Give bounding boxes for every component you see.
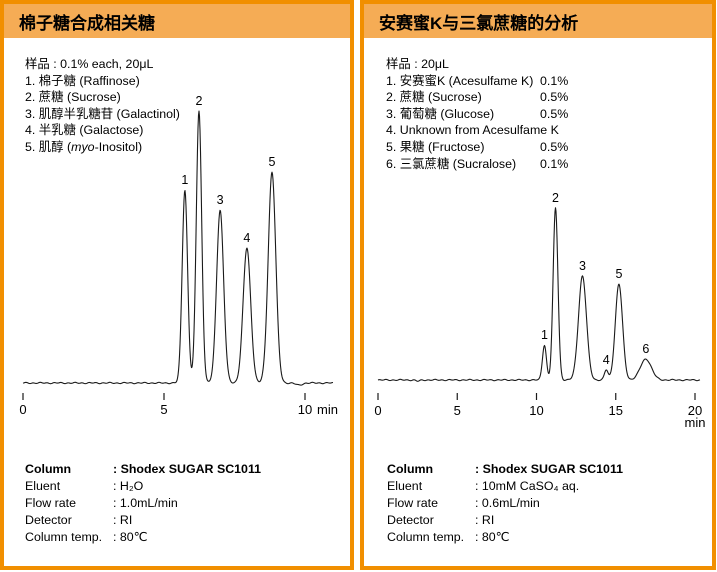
condition-value: : 80℃ xyxy=(113,529,148,544)
condition-value: : 1.0mL/min xyxy=(113,495,178,510)
condition-row: Detector : RI xyxy=(25,512,261,529)
svg-text:4: 4 xyxy=(243,231,250,245)
panel-header-band: 安赛蜜K与三氯蔗糖的分析 xyxy=(364,4,712,38)
sample-line-text: 5. 果糖 (Fructose) xyxy=(386,139,485,154)
sample-header: 样品 : 20μL xyxy=(386,57,449,71)
condition-label: Column temp. xyxy=(25,529,103,544)
condition-row: Column : Shodex SUGAR SC1011 xyxy=(25,461,261,478)
sample-line: 5. 肌醇 (myo-Inositol) xyxy=(25,139,180,156)
svg-text:3: 3 xyxy=(217,193,224,207)
svg-text:4: 4 xyxy=(603,353,610,367)
condition-label: Flow rate xyxy=(387,495,438,510)
svg-text:10: 10 xyxy=(298,402,312,417)
sample-line-pct: 0.5% xyxy=(540,139,569,154)
condition-label: Detector xyxy=(387,512,434,527)
svg-text:1: 1 xyxy=(541,328,548,342)
condition-row: Column temp. : 80℃ xyxy=(387,529,623,546)
sample-line: 1. 棉子糖 (Raffinose) xyxy=(25,73,140,88)
condition-row: Column temp. : 80℃ xyxy=(25,529,261,546)
svg-text:15: 15 xyxy=(609,403,623,418)
condition-row: Eluent : H₂O xyxy=(25,478,261,495)
chromatogram-raffinose: 0 5 10 min 1 2 3 4 5 xyxy=(19,94,338,417)
condition-label: Eluent xyxy=(387,478,423,493)
sample-line-text: 5. 肌醇 ( xyxy=(25,139,72,154)
condition-value: : RI xyxy=(475,512,495,527)
sample-line: 1. 安赛蜜K (Acesulfame K) 0.1% xyxy=(386,73,696,90)
condition-row: Detector : RI xyxy=(387,512,623,529)
svg-text:3: 3 xyxy=(579,259,586,273)
condition-value: : H₂O xyxy=(113,478,144,493)
sample-header: 样品 : 0.1% each, 20μL xyxy=(25,57,154,71)
condition-value: : RI xyxy=(113,512,133,527)
condition-label: Eluent xyxy=(25,478,61,493)
svg-text:5: 5 xyxy=(269,155,276,169)
sample-line: 3. 肌醇半乳糖苷 (Galactinol) xyxy=(25,106,180,121)
sample-line: 5. 果糖 (Fructose) 0.5% xyxy=(386,139,696,156)
sample-line-text: 3. 葡萄糖 (Glucose) xyxy=(386,106,495,121)
conditions-table: Column : Shodex SUGAR SC1011 Eluent : 10mM… xyxy=(387,461,623,546)
condition-value: : 80℃ xyxy=(475,529,510,544)
svg-text:5: 5 xyxy=(160,402,167,417)
condition-row: Flow rate : 0.6mL/min xyxy=(387,495,623,512)
sample-line: 2. 蔗糖 (Sucrose) 0.5% xyxy=(386,89,696,106)
condition-value: : 0.6mL/min xyxy=(475,495,540,510)
condition-value: : Shodex SUGAR SC1011 xyxy=(113,462,262,476)
condition-label: Column xyxy=(387,462,434,476)
condition-label: Flow rate xyxy=(25,495,76,510)
sample-line-text: -Inositol) xyxy=(94,139,143,154)
sample-line: 6. 三氯蔗糖 (Sucralose) 0.1% xyxy=(386,156,696,173)
condition-label: Detector xyxy=(25,512,72,527)
condition-row: Column : Shodex SUGAR SC1011 xyxy=(387,461,623,478)
panel-title: 棉子糖合成相关糖 xyxy=(19,13,155,33)
sample-line-text: 6. 三氯蔗糖 (Sucralose) xyxy=(386,156,517,171)
svg-text:min: min xyxy=(317,402,338,417)
panel-title: 安赛蜜K与三氯蔗糖的分析 xyxy=(379,13,579,33)
panel-raffinose-related-sugars: 0 5 10 min 1 2 3 4 5 棉子糖合成相关糖 样品 : 0.1% each, 20… xyxy=(0,0,354,570)
sample-line: 2. 蔗糖 (Sucrose) xyxy=(25,90,121,105)
svg-text:2: 2 xyxy=(195,94,202,108)
svg-text:6: 6 xyxy=(642,342,649,356)
svg-text:5: 5 xyxy=(615,267,622,281)
sample-line: 3. 葡萄糖 (Glucose) 0.5% xyxy=(386,106,696,123)
condition-label: Column xyxy=(25,462,72,476)
condition-row: Eluent : 10mM CaSO₄ aq. xyxy=(387,478,623,495)
svg-text:10: 10 xyxy=(529,403,543,418)
panel-acesulfame-sucralose-analysis: 0 5 10 15 20 min 1 2 3 4 5 6 安赛蜜K与三氯蔗糖的分析 样品 : 20μL… xyxy=(360,0,716,570)
svg-text:min: min xyxy=(685,415,706,430)
sample-line-pct: 0.5% xyxy=(540,106,569,121)
panel-header-band: 棉子糖合成相关糖 xyxy=(4,4,350,38)
sample-line-pct: 0.5% xyxy=(540,90,569,105)
sample-line: 4. Unknown from Acesulfame K xyxy=(386,122,696,139)
svg-text:0: 0 xyxy=(374,403,381,418)
svg-text:5: 5 xyxy=(454,403,461,418)
conditions-table: Column: Shodex SUGAR SC1011 Eluent: H₂O … xyxy=(25,461,261,546)
condition-value: : 10mM CaSO₄ aq. xyxy=(475,478,580,493)
condition-value: : Shodex SUGAR SC1011 xyxy=(475,462,624,476)
sample-line-pct: 0.1% xyxy=(540,156,569,171)
sample-line-pct: 0.1% xyxy=(540,73,569,88)
sample-line-text: 1. 安赛蜜K (Acesulfame K) xyxy=(386,73,534,88)
sample-legend: 样品 : 20μL 1. 安赛蜜K (Acesulfame K) 0.1% 2. … xyxy=(386,56,696,172)
condition-label: Column temp. xyxy=(387,529,465,544)
sample-line-italic: myo xyxy=(71,139,95,154)
sample-legend: 样品 : 0.1% each, 20μL 1. 棉子糖 (Raffinose) … xyxy=(25,56,180,156)
svg-text:0: 0 xyxy=(19,402,26,417)
svg-text:2: 2 xyxy=(552,191,559,205)
condition-row: Flow rate : 1.0mL/min xyxy=(25,495,261,512)
sample-line: 4. 半乳糖 (Galactose) xyxy=(25,123,144,138)
sample-line-text: 4. Unknown from Acesulfame K xyxy=(386,123,559,138)
sample-line-text: 2. 蔗糖 (Sucrose) xyxy=(386,90,482,105)
svg-text:20: 20 xyxy=(688,403,702,418)
svg-text:1: 1 xyxy=(181,173,188,187)
